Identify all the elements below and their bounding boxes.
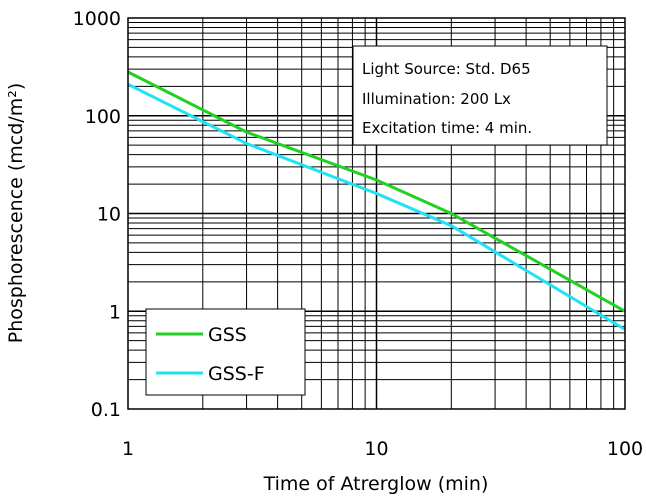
- legend: GSS GSS-F: [145, 308, 306, 396]
- y-tick-label: 1: [109, 301, 121, 323]
- legend-label-gss: GSS: [208, 324, 247, 346]
- y-tick-label: 1000: [73, 8, 121, 30]
- note-light-source: Light Source: Std. D65: [362, 60, 531, 78]
- series-line-gss: [127, 70, 626, 313]
- plot-frame: [127, 17, 626, 410]
- conditions-note: Light Source: Std. D65 Illumination: 200…: [352, 45, 608, 146]
- conditions-note-box: [352, 45, 608, 146]
- x-tick-label: 100: [607, 438, 643, 460]
- x-tick-label: 10: [364, 438, 388, 460]
- y-axis-title: Phosphorescence (mcd/m²): [5, 83, 27, 343]
- x-tick-label: 1: [122, 438, 134, 460]
- legend-label-gss-f: GSS-F: [208, 363, 265, 385]
- y-tick-label: 10: [97, 204, 121, 226]
- legend-box: [145, 308, 306, 396]
- y-tick-label: 100: [85, 106, 121, 128]
- note-excitation-time: Excitation time: 4 min.: [362, 119, 532, 137]
- series-lines: [127, 70, 626, 331]
- series-line-gss-f: [127, 82, 626, 331]
- y-tick-label: 0.1: [91, 399, 121, 421]
- note-illumination: Illumination: 200 Lx: [362, 90, 511, 108]
- x-axis-title: Time of Atrerglow (min): [263, 473, 489, 495]
